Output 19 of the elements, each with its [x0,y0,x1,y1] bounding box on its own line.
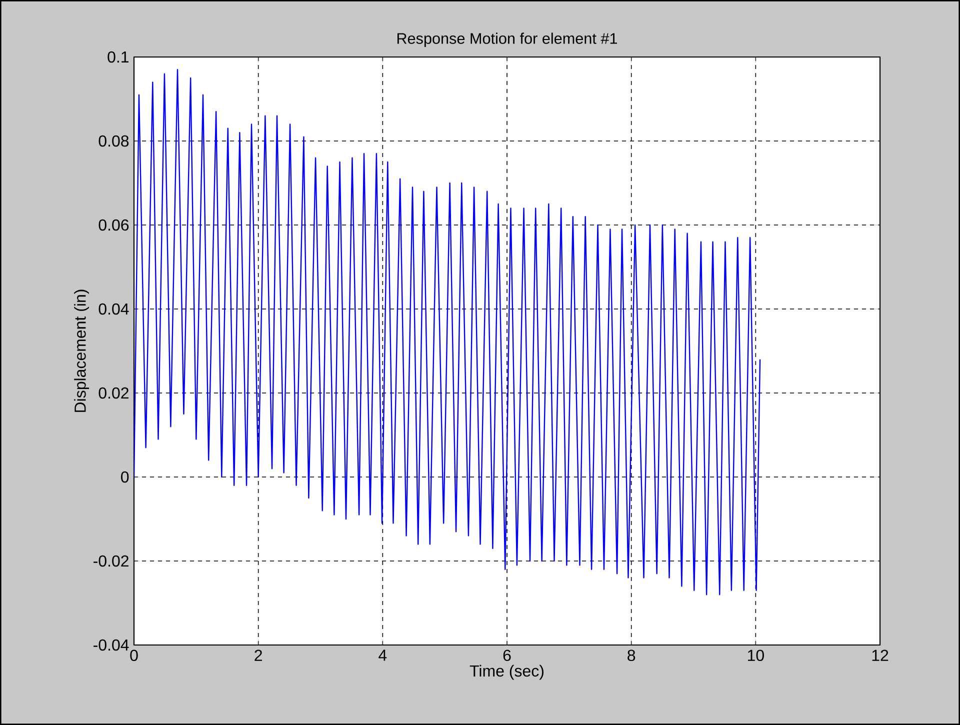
x-tick-label: 10 [748,650,764,662]
y-tick-label: 0.06 [98,219,129,231]
y-tick-label: -0.04 [94,639,129,651]
x-tick-label: 0 [130,650,138,662]
line-series [134,68,761,596]
y-tick-label: 0.1 [108,51,129,63]
y-tick-label: 0.02 [98,387,128,399]
y-tick-label: -0.02 [94,555,128,567]
x-tick-label: 4 [378,650,387,661]
y-axis-title: Displacement (in) [74,290,90,412]
y-tick-label: 0 [121,471,129,483]
y-tick-label: 0.04 [98,303,129,315]
y-tick-label: 0.08 [98,135,129,147]
x-tick-label: 6 [503,650,511,662]
chart-title: Response Motion for element #1 [397,32,618,47]
x-tick-label: 8 [628,650,636,662]
x-tick-label: 2 [254,650,262,661]
x-tick-label: 12 [872,650,888,661]
x-axis-title: Time (sec) [470,664,544,680]
